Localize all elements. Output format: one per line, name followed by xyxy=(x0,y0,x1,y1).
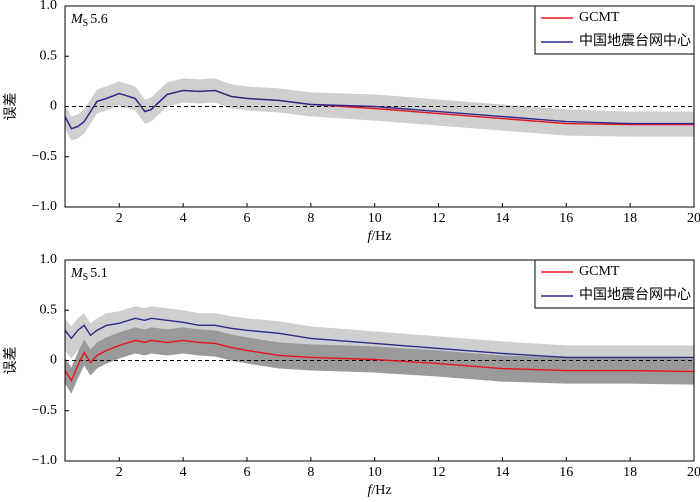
legend-box xyxy=(534,259,695,309)
legend-label: GCMT xyxy=(579,264,620,279)
magnitude-subscript: S xyxy=(83,272,89,283)
x-tick-label: 2 xyxy=(116,465,123,480)
x-tick-label: 14 xyxy=(495,465,509,480)
y-tick-label: 0.5 xyxy=(40,302,58,317)
x-axis-label-var: f xyxy=(367,483,373,498)
x-axis-label-unit: /Hz xyxy=(371,229,391,244)
magnitude-symbol: M xyxy=(70,12,84,27)
subplot: 1.0 0.5 0 −0.5 −1.0 2 4 6 8 10 12 14 16 18 20 f/Hz 误差 MS 5… xyxy=(3,252,700,498)
x-tick-label: 18 xyxy=(623,211,637,226)
y-tick-label: −1.0 xyxy=(32,453,57,468)
x-tick-label: 8 xyxy=(307,465,314,480)
legend-label: GCMT xyxy=(579,10,620,25)
x-tick-label: 12 xyxy=(432,211,446,226)
x-tick-label: 4 xyxy=(180,211,187,226)
y-tick-label: 1.0 xyxy=(40,0,58,13)
y-axis-label: 误差 xyxy=(3,347,19,375)
x-tick-label: 18 xyxy=(623,465,637,480)
series-line xyxy=(65,89,694,130)
legend-label: 中国地震台网中心 xyxy=(579,33,691,49)
x-tick-label: 10 xyxy=(368,211,382,226)
series-line xyxy=(65,317,694,359)
x-tick-label: 10 xyxy=(368,465,382,480)
y-axis-label: 误差 xyxy=(3,93,19,121)
error-band xyxy=(65,327,694,394)
x-tick-label: 4 xyxy=(180,465,187,480)
magnitude-label: MS 5.1 xyxy=(70,266,108,283)
y-tick-label: 0 xyxy=(50,99,57,114)
x-tick-label: 16 xyxy=(559,211,573,226)
x-tick-label: 14 xyxy=(495,211,509,226)
x-tick-label: 16 xyxy=(559,465,573,480)
x-axis-label: f/Hz xyxy=(367,229,391,244)
x-axis-label-var: f xyxy=(367,229,373,244)
x-axis-label-unit: /Hz xyxy=(371,483,391,498)
magnitude-symbol: M xyxy=(70,266,84,281)
magnitude-label: MS 5.6 xyxy=(70,12,108,29)
x-tick-label: 20 xyxy=(687,211,700,226)
legend-label: 中国地震台网中心 xyxy=(579,287,691,303)
y-tick-label: −0.5 xyxy=(32,149,57,164)
x-tick-label: 6 xyxy=(243,465,250,480)
x-tick-label: 2 xyxy=(116,211,123,226)
series-line xyxy=(65,339,694,383)
magnitude-value: 5.1 xyxy=(90,266,108,281)
legend-box xyxy=(534,5,695,55)
x-tick-label: 20 xyxy=(687,465,700,480)
x-tick-label: 6 xyxy=(243,211,250,226)
y-tick-label: −0.5 xyxy=(32,403,57,418)
y-tick-label: 0 xyxy=(50,353,57,368)
x-tick-label: 8 xyxy=(307,211,314,226)
magnitude-subscript: S xyxy=(83,18,89,29)
y-tick-label: 0.5 xyxy=(40,48,58,63)
subplot: 1.0 0.5 0 −0.5 −1.0 2 4 6 8 10 12 14 16 18 20 f/Hz 误差 MS 5… xyxy=(3,0,700,244)
x-tick-label: 12 xyxy=(432,465,446,480)
x-axis-label: f/Hz xyxy=(367,483,391,498)
magnitude-value: 5.6 xyxy=(90,12,108,27)
y-tick-label: −1.0 xyxy=(32,199,57,214)
y-tick-label: 1.0 xyxy=(40,252,58,267)
